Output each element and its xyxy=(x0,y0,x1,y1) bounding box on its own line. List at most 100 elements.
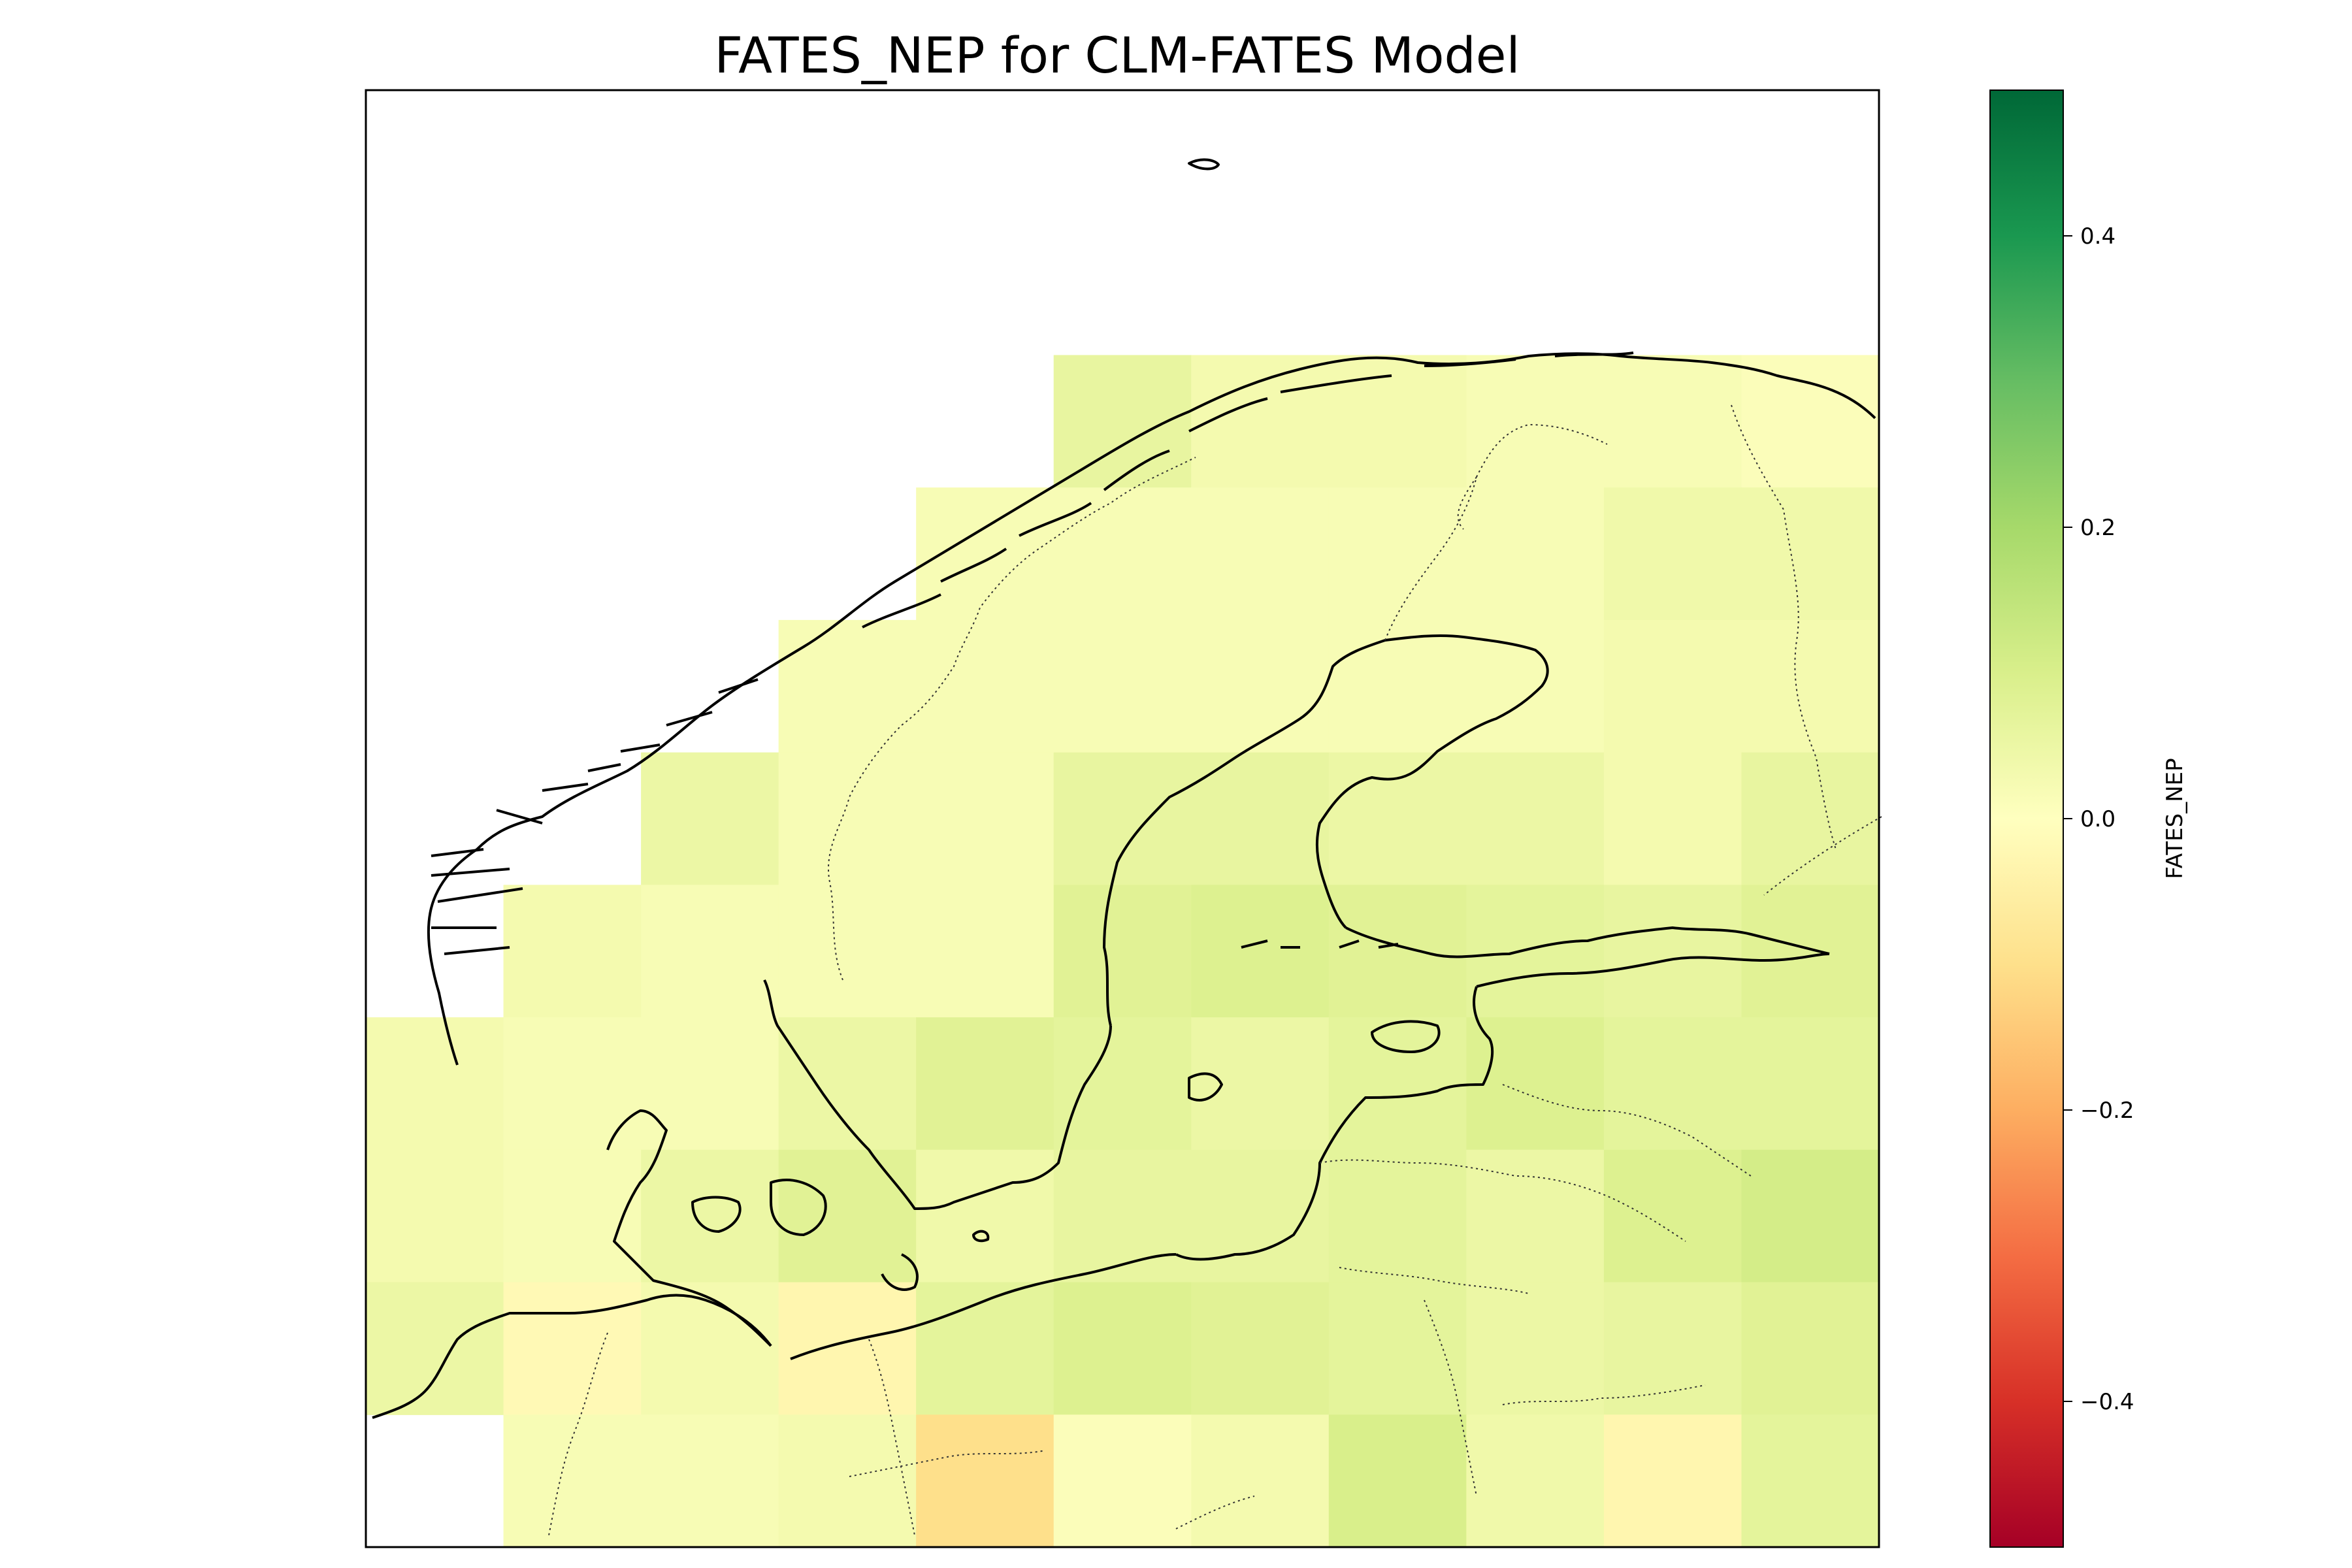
colorbar-gradient xyxy=(1989,90,2064,1548)
heatmap-cell xyxy=(1328,1017,1467,1151)
heatmap-cell xyxy=(1053,1149,1192,1283)
heatmap-cell xyxy=(916,1149,1054,1283)
norway-sweden-border xyxy=(828,457,1196,981)
map-title: FATES_NEP for CLM-FATES Model xyxy=(714,26,1520,84)
colorbar-tick-label: 0.2 xyxy=(2080,515,2115,541)
north-sea-coast-south xyxy=(372,1253,1177,1419)
heatmap-cell xyxy=(1741,487,1880,621)
sweden-finland-border xyxy=(1384,423,1608,641)
heatmap-cell xyxy=(641,752,779,885)
heatmap-cell xyxy=(503,1282,642,1415)
heatmap-cell xyxy=(641,1282,779,1415)
heatmap-cell xyxy=(1191,487,1330,621)
heatmap-cell xyxy=(1466,1414,1605,1548)
heatmap-cell xyxy=(1191,1414,1330,1548)
heatmap-cell xyxy=(916,1017,1054,1151)
heatmap-cell xyxy=(916,1282,1054,1415)
heatmap-cell xyxy=(1191,355,1330,488)
heatmap-cell xyxy=(916,619,1054,753)
heatmap-cell xyxy=(641,885,779,1018)
colorbar-tick-label: −0.2 xyxy=(2080,1098,2134,1124)
heatmap-cell xyxy=(366,1149,504,1283)
heatmap-cell xyxy=(1328,355,1467,488)
northern-island xyxy=(1188,158,1220,171)
heatmap-cell xyxy=(1053,752,1192,885)
heatmap-cell xyxy=(1603,1414,1742,1548)
heatmap-cell xyxy=(1466,619,1605,753)
colorbar-tick-label: 0.0 xyxy=(2080,806,2115,832)
fjord-islands-west xyxy=(431,678,759,955)
heatmap-cell xyxy=(916,1414,1054,1548)
heatmap-cell xyxy=(1466,355,1605,488)
heatmap-cell xyxy=(778,885,917,1018)
heatmap-cell xyxy=(778,1414,917,1548)
heatmap-cell xyxy=(1741,1414,1880,1548)
heatmap-cell xyxy=(1328,1282,1467,1415)
heatmap-cells xyxy=(366,355,1880,1548)
heatmap-cell xyxy=(366,1017,504,1151)
heatmap-cell xyxy=(1741,1017,1880,1151)
heatmap-cell xyxy=(1603,355,1742,488)
heatmap-cell xyxy=(916,752,1054,885)
heatmap-cell xyxy=(1191,1017,1330,1151)
heatmap-cell xyxy=(1603,1149,1742,1283)
heatmap-cell xyxy=(641,1414,779,1548)
baltic-states-borders xyxy=(1319,1084,1752,1294)
heatmap-cell xyxy=(1741,619,1880,753)
colorbar-label: FATES_NEP xyxy=(2162,758,2188,879)
heatmap-cell xyxy=(1603,885,1742,1018)
heatmap-cell xyxy=(1328,619,1467,753)
heatmap-cell xyxy=(1053,1414,1192,1548)
heatmap-cell xyxy=(366,1282,504,1415)
heatmap-cell xyxy=(1466,885,1605,1018)
heatmap-cell xyxy=(1328,487,1467,621)
map-border xyxy=(365,89,1880,1548)
gulf-of-bothnia-coast xyxy=(1103,634,1549,1026)
danish-islands xyxy=(691,1179,827,1236)
heatmap-cell xyxy=(1741,1149,1880,1283)
aland-islands xyxy=(1241,939,1399,949)
coastlines xyxy=(372,158,1876,1419)
heatmap-cell xyxy=(1603,1282,1742,1415)
colorbar-ticks: 0.4 0.2 0.0 −0.2 −0.4 xyxy=(2063,223,2134,1415)
colorbar-tick-label: −0.4 xyxy=(2080,1389,2134,1415)
saaremaa-island xyxy=(1371,1020,1441,1053)
denmark-jutland xyxy=(606,1109,772,1347)
heatmap-cell xyxy=(1603,752,1742,885)
heatmap-cell xyxy=(1191,752,1330,885)
country-borders xyxy=(548,404,1882,1536)
heatmap-cell xyxy=(778,752,917,885)
heatmap-cell xyxy=(503,885,642,1018)
heatmap-cell xyxy=(1191,1282,1330,1415)
heatmap-cell xyxy=(1328,1149,1467,1283)
heatmap-cell xyxy=(1466,752,1605,885)
heatmap-cell xyxy=(1053,619,1192,753)
heatmap-cell xyxy=(503,1149,642,1283)
heatmap-cell xyxy=(1053,1017,1192,1151)
heatmap-cell xyxy=(1466,1149,1605,1283)
heatmap-cell xyxy=(1053,1282,1192,1415)
heatmap-cell xyxy=(1466,487,1605,621)
scandinavia-coastline xyxy=(427,352,1876,1066)
gotland-island xyxy=(1188,1072,1223,1102)
bornholm-island xyxy=(972,1230,990,1243)
heatmap-cell xyxy=(1741,885,1880,1018)
heatmap-cell xyxy=(778,1282,917,1415)
heatmap-cell xyxy=(1603,487,1742,621)
heatmap-cell xyxy=(1466,1282,1605,1415)
gulf-of-finland-coast xyxy=(1345,926,1830,988)
heatmap-cell xyxy=(1741,752,1880,885)
heatmap-cell xyxy=(1328,752,1467,885)
heatmap-cell xyxy=(1741,355,1880,488)
swedish-south-coast xyxy=(763,979,1112,1210)
heatmap-cell xyxy=(1603,619,1742,753)
heatmap-cell xyxy=(1053,487,1192,621)
heatmap-cell xyxy=(1328,1414,1467,1548)
finland-russia-border xyxy=(1731,404,1882,896)
heatmap-cell xyxy=(1053,885,1192,1018)
heatmap-cell xyxy=(916,885,1054,1018)
heatmap-cell xyxy=(778,619,917,753)
heatmap-cell xyxy=(1741,1282,1880,1415)
